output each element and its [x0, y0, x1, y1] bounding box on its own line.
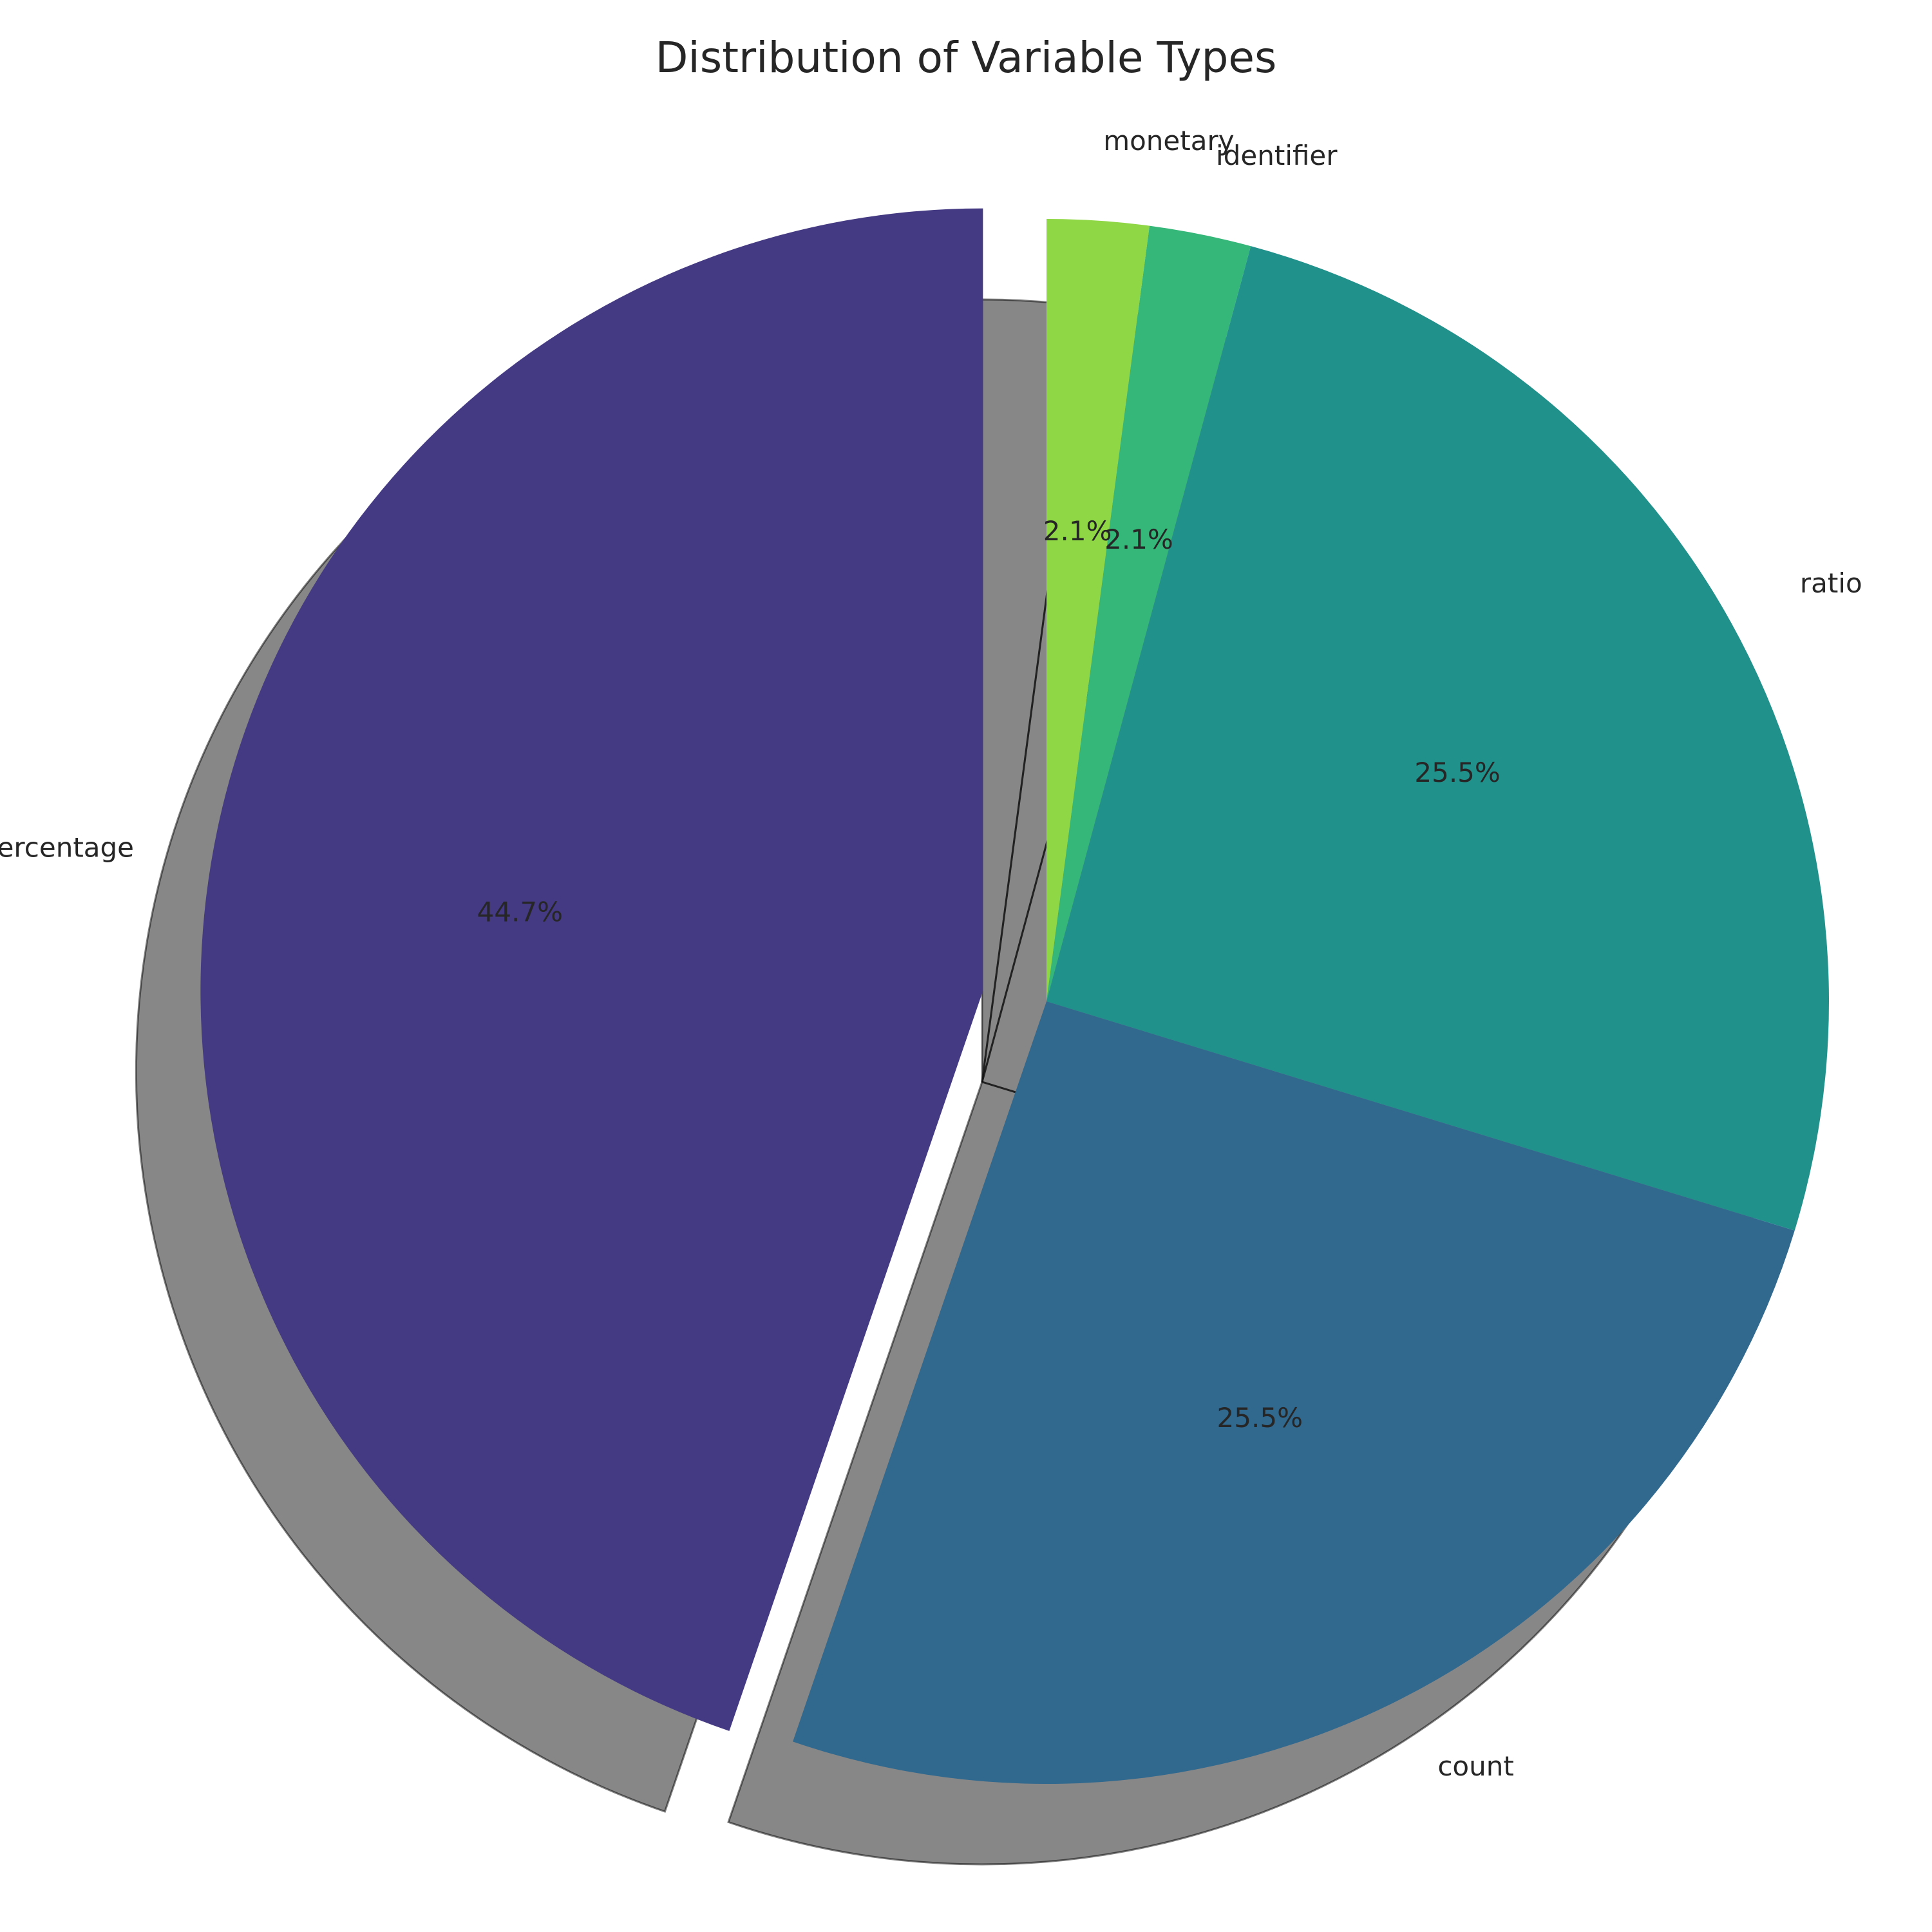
pie-slices [200, 208, 1829, 1784]
slice-identifier [1046, 225, 1251, 1002]
slice-percentage [200, 208, 983, 1731]
pct-label-percentage: 44.7% [477, 896, 563, 927]
slice-count [793, 1001, 1795, 1784]
slice-label-percentage: percentage [0, 831, 134, 863]
slice-label-identifier: identifier [1216, 140, 1338, 171]
pct-label-identifier: 2.1% [1104, 524, 1173, 555]
pct-label-count: 25.5% [1217, 1402, 1303, 1434]
pie-labels: monetary 2.1% identifier 2.1% ratio 25.5% coun… [0, 125, 1862, 1782]
slice-ratio [1046, 246, 1829, 1231]
slice-monetary [1046, 218, 1150, 1001]
chart-title: Distribution of Variable Types [656, 33, 1277, 82]
pct-label-ratio: 25.5% [1414, 757, 1500, 788]
slice-label-ratio: ratio [1800, 567, 1862, 599]
slice-label-monetary: monetary [1103, 125, 1234, 156]
pct-label-monetary: 2.1% [1043, 515, 1112, 547]
slice-label-count: count [1437, 1750, 1514, 1782]
